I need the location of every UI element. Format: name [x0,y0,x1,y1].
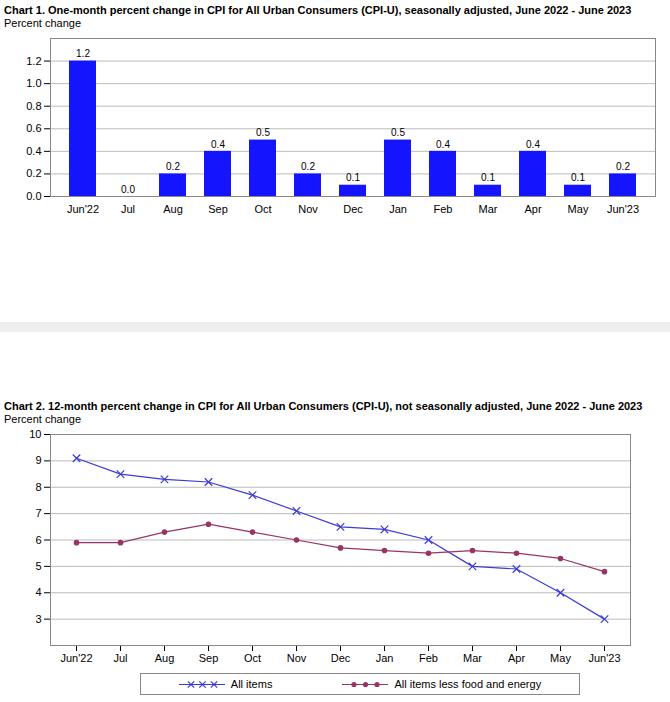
svg-text:Apr: Apr [524,203,541,215]
html-text:Chart 1. One-month percent cha: Chart 1. One-month percent change in CPI… [4,4,632,16]
svg-text:Jul: Jul [121,203,135,215]
svg-text:0.6: 0.6 [26,122,41,134]
svg-text:Jun'22: Jun'22 [60,652,92,664]
svg-text:Sep: Sep [199,652,219,664]
svg-text:Jun'23: Jun'23 [588,652,620,664]
svg-text:Mar: Mar [479,203,498,215]
svg-text:0.4: 0.4 [526,139,540,150]
svg-text:0.0: 0.0 [26,190,41,202]
svg-text:8: 8 [35,481,41,493]
svg-text:May: May [550,652,571,664]
svg-text:0.8: 0.8 [26,100,41,112]
svg-text:6: 6 [35,534,41,546]
svg-text:9: 9 [35,454,41,466]
svg-text:Feb: Feb [434,203,453,215]
svg-text:0.5: 0.5 [391,127,405,138]
svg-text:0.2: 0.2 [26,167,41,179]
svg-text:5: 5 [35,560,41,572]
svg-text:May: May [568,203,589,215]
html-text:All items less food and energy: All items less food and energy [394,678,542,690]
svg-text:0.2: 0.2 [301,161,315,172]
svg-text:0.1: 0.1 [346,172,360,183]
svg-text:0.4: 0.4 [211,139,225,150]
svg-text:7: 7 [35,507,41,519]
svg-text:Feb: Feb [419,652,438,664]
html-text:Percent change: Percent change [4,413,82,425]
svg-text:1.0: 1.0 [26,77,41,89]
svg-text:Aug: Aug [163,203,183,215]
svg-text:Jun'23: Jun'23 [607,203,639,215]
svg-text:Mar: Mar [463,652,482,664]
svg-text:Jan: Jan [376,652,394,664]
svg-text:4: 4 [35,586,41,598]
svg-text:Jul: Jul [113,652,127,664]
html-text:All items: All items [230,678,273,690]
svg-text:Aug: Aug [155,652,175,664]
svg-text:0.1: 0.1 [571,172,585,183]
svg-text:0.4: 0.4 [26,145,41,157]
svg-text:Jun'22: Jun'22 [67,203,99,215]
svg-text:Jan: Jan [389,203,407,215]
svg-text:1.2: 1.2 [26,55,41,67]
svg-text:Nov: Nov [298,203,318,215]
svg-text:Apr: Apr [508,652,525,664]
svg-text:3: 3 [35,613,41,625]
svg-text:0.2: 0.2 [166,161,180,172]
svg-text:0.2: 0.2 [616,161,630,172]
svg-text:Dec: Dec [343,203,363,215]
html-text:Percent change: Percent change [4,17,82,29]
svg-text:0.5: 0.5 [256,127,270,138]
svg-text:0.0: 0.0 [121,184,135,195]
svg-text:Sep: Sep [208,203,228,215]
svg-text:0.1: 0.1 [481,172,495,183]
svg-text:0.4: 0.4 [436,139,450,150]
svg-text:Nov: Nov [287,652,307,664]
html-text:Chart 2. 12-month percent chan: Chart 2. 12-month percent change in CPI … [4,400,643,412]
svg-text:Oct: Oct [254,203,271,215]
svg-text:10: 10 [29,428,41,440]
svg-text:Dec: Dec [331,652,351,664]
svg-text:1.2: 1.2 [76,48,90,59]
svg-text:Oct: Oct [244,652,261,664]
